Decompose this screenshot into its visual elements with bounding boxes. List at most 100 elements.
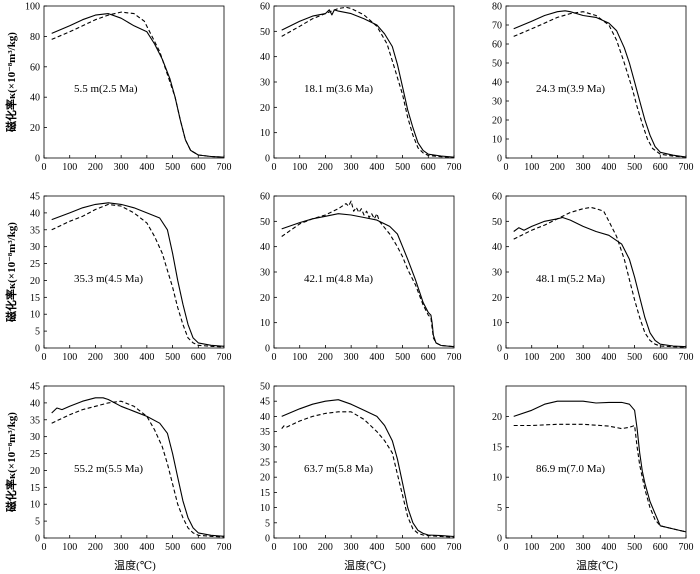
y-tick-label: 60 bbox=[492, 192, 502, 203]
plot-frame bbox=[43, 5, 225, 159]
y-tick-label: 20 bbox=[30, 276, 40, 287]
x-tick-label: 300 bbox=[576, 162, 591, 173]
y-tick-label: 0 bbox=[265, 344, 270, 355]
x-tick-label: 200 bbox=[88, 162, 103, 173]
xlabel-col-3: 温度(℃) bbox=[576, 558, 618, 572]
x-tick-label: 100 bbox=[524, 542, 539, 553]
x-tick-label: 0 bbox=[504, 542, 509, 553]
x-tick-label: 300 bbox=[344, 162, 359, 173]
x-tick-label: 200 bbox=[550, 542, 565, 553]
ylabel-row-2: 磁化率κ(×10⁻⁸m³/kg) bbox=[4, 222, 18, 322]
dashed-series-line bbox=[281, 411, 455, 538]
x-tick-label: 500 bbox=[165, 542, 180, 553]
x-tick-label: 400 bbox=[139, 352, 154, 363]
x-tick-label: 200 bbox=[318, 352, 333, 363]
x-tick-label: 600 bbox=[653, 162, 668, 173]
x-tick-label: 500 bbox=[165, 352, 180, 363]
y-tick-label: 50 bbox=[260, 382, 270, 393]
y-tick-label: 20 bbox=[492, 116, 502, 127]
x-tick-label: 700 bbox=[217, 162, 232, 173]
x-tick-label: 200 bbox=[318, 162, 333, 173]
x-tick-label: 600 bbox=[421, 352, 436, 363]
x-tick-label: 200 bbox=[88, 542, 103, 553]
y-tick-label: 40 bbox=[30, 398, 40, 409]
y-tick-label: 40 bbox=[30, 93, 40, 104]
x-tick-label: 0 bbox=[272, 162, 277, 173]
solid-series-line bbox=[51, 397, 225, 537]
y-tick-label: 40 bbox=[260, 242, 270, 253]
y-tick-label: 20 bbox=[260, 103, 270, 114]
y-tick-label: 50 bbox=[492, 59, 502, 70]
y-tick-label: 30 bbox=[30, 432, 40, 443]
sample-label: 5.5 m(2.5 Ma) bbox=[74, 83, 138, 95]
sample-label: 86.9 m(7.0 Ma) bbox=[536, 463, 605, 475]
x-tick-label: 400 bbox=[139, 542, 154, 553]
y-tick-label: 5 bbox=[497, 503, 502, 514]
y-tick-label: 0 bbox=[497, 534, 502, 545]
x-tick-label: 300 bbox=[576, 352, 591, 363]
solid-series-line bbox=[51, 202, 225, 347]
y-tick-label: 0 bbox=[497, 344, 502, 355]
plot-frame bbox=[43, 195, 225, 349]
panel-4: 0 5 10 15 20 25 30 35 40 45 0 100 200 300 400 500 600 700… bbox=[30, 192, 232, 364]
y-tick-label: 50 bbox=[492, 217, 502, 228]
dashed-series-line bbox=[51, 203, 225, 348]
sample-label: 55.2 m(5.5 Ma) bbox=[74, 463, 143, 475]
y-tick-label: 80 bbox=[492, 2, 502, 13]
sample-label: 35.3 m(4.5 Ma) bbox=[74, 273, 143, 285]
y-tick-label: 15 bbox=[30, 293, 40, 304]
plot-frame bbox=[43, 385, 225, 539]
plot-frame bbox=[273, 5, 455, 159]
ylabel-row-1: 磁化率κ(×10⁻⁸m³/kg) bbox=[4, 32, 18, 132]
x-tick-label: 500 bbox=[395, 542, 410, 553]
x-tick-label: 100 bbox=[292, 162, 307, 173]
plot-frame bbox=[505, 385, 687, 539]
x-tick-label: 200 bbox=[550, 162, 565, 173]
y-tick-label: 0 bbox=[35, 534, 40, 545]
y-tick-label: 40 bbox=[260, 52, 270, 63]
dashed-series-line bbox=[281, 6, 455, 159]
y-tick-label: 10 bbox=[492, 473, 502, 484]
y-tick-label: 40 bbox=[260, 412, 270, 423]
y-tick-label: 25 bbox=[30, 259, 40, 270]
x-tick-label: 300 bbox=[344, 352, 359, 363]
y-tick-label: 0 bbox=[35, 344, 40, 355]
solid-series-line bbox=[281, 9, 455, 158]
y-tick-label: 0 bbox=[497, 154, 502, 165]
y-tick-label: 35 bbox=[30, 225, 40, 236]
y-tick-label: 70 bbox=[492, 21, 502, 32]
y-tick-label: 40 bbox=[30, 208, 40, 219]
dashed-series-line bbox=[513, 423, 687, 533]
y-tick-label: 10 bbox=[30, 310, 40, 321]
x-tick-label: 300 bbox=[114, 542, 129, 553]
x-tick-label: 200 bbox=[550, 352, 565, 363]
y-tick-label: 80 bbox=[30, 32, 40, 43]
y-tick-label: 15 bbox=[30, 483, 40, 494]
sample-label: 24.3 m(3.9 Ma) bbox=[536, 83, 605, 95]
y-tick-label: 20 bbox=[260, 293, 270, 304]
y-tick-label: 10 bbox=[30, 500, 40, 511]
x-tick-label: 600 bbox=[191, 162, 206, 173]
x-tick-label: 300 bbox=[576, 542, 591, 553]
x-tick-label: 200 bbox=[318, 542, 333, 553]
ylabel-row-3: 磁化率κ(×10⁻⁸m³/kg) bbox=[4, 412, 18, 512]
sample-label: 42.1 m(4.8 Ma) bbox=[304, 273, 373, 285]
solid-series-line bbox=[513, 216, 687, 348]
x-tick-label: 0 bbox=[504, 352, 509, 363]
y-tick-label: 20 bbox=[492, 412, 502, 423]
x-tick-label: 300 bbox=[114, 352, 129, 363]
y-tick-label: 35 bbox=[260, 427, 270, 438]
x-tick-label: 700 bbox=[679, 542, 694, 553]
y-tick-label: 50 bbox=[260, 217, 270, 228]
x-tick-label: 0 bbox=[42, 352, 47, 363]
xlabel-col-1: 温度(℃) bbox=[114, 558, 156, 572]
dashed-series-line bbox=[281, 200, 455, 348]
y-tick-label: 5 bbox=[265, 518, 270, 529]
y-tick-label: 60 bbox=[260, 192, 270, 203]
x-tick-label: 500 bbox=[627, 542, 642, 553]
plot-frame bbox=[273, 195, 455, 349]
solid-series-line bbox=[513, 10, 687, 158]
